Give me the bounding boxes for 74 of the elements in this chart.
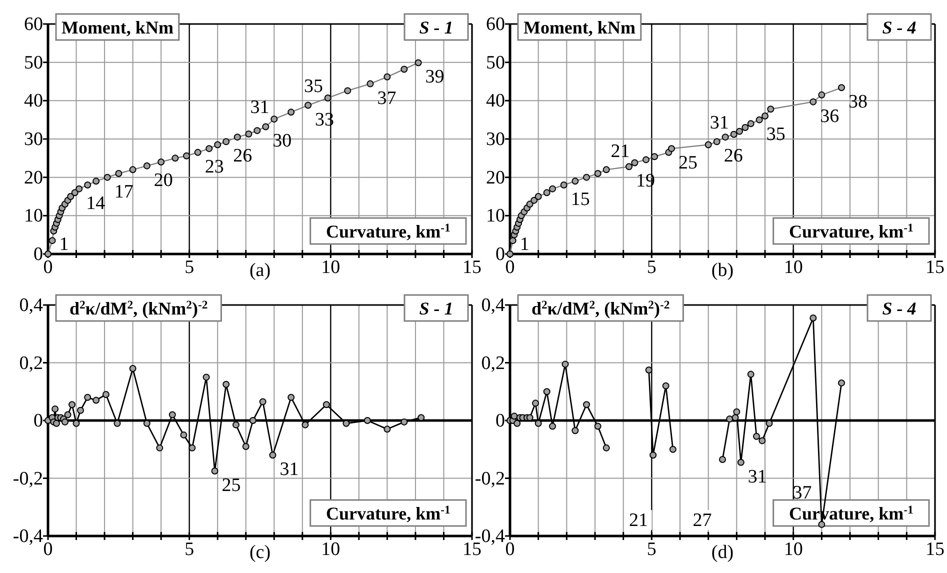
x-tick-label: 5 (184, 257, 194, 278)
x-tick-label: 5 (646, 539, 656, 560)
chart-title: S - 1 (419, 17, 454, 38)
annotation: 15 (570, 189, 590, 210)
y-tick-label: 0,2 (19, 352, 43, 374)
y-tick-label: 30 (486, 129, 505, 150)
annotation: 25 (222, 475, 241, 496)
y-tick-label: 20 (24, 167, 43, 188)
text: (a) (249, 260, 271, 281)
y-tick-label: 10 (486, 206, 505, 227)
annotation: 31 (280, 459, 299, 480)
text: (b) (711, 260, 734, 281)
y-tick-label: 50 (24, 52, 43, 74)
y-axis-title: d$^{2}$κ/dM$^{2}$, (kNm$^{2}$)$^{-2}$ (69, 298, 208, 318)
annotation: 1 (59, 234, 69, 255)
annotation: 31 (710, 112, 729, 134)
annotation: 21 (629, 510, 648, 531)
x-axis-title: Curvature, km$^{-1}$ (326, 220, 451, 242)
annotation: 38 (848, 92, 868, 113)
annotation: 26 (724, 146, 743, 167)
annotation: 25 (678, 152, 698, 174)
chart-title: S - 1 (419, 298, 454, 318)
annotation: 35 (304, 76, 323, 97)
y-tick-label: 40 (486, 90, 505, 112)
y-tick-label: -0,2 (12, 468, 43, 490)
annotation: 31 (748, 466, 767, 488)
annotation: 36 (820, 106, 840, 127)
annotation: 21 (610, 140, 630, 162)
y-tick-label: 60 (24, 14, 43, 35)
annotation: 20 (154, 170, 173, 191)
annotation: 17 (114, 181, 134, 202)
annotation: 1 (520, 234, 530, 255)
y-tick-label: 0,4 (19, 295, 44, 316)
x-axis-title: Curvature, km$^{-1}$ (788, 220, 914, 242)
y-axis-title: Moment, kNm (523, 17, 636, 38)
y-tick-label: 0,4 (481, 295, 506, 316)
y-axis-title: d$^{2}$κ/dM$^{2}$, (kNm$^{2}$)$^{-2}$ (531, 298, 670, 318)
x-axis-title: Curvature, km$^{-1}$ (326, 502, 451, 524)
text: (d) (711, 542, 734, 563)
annotation: 27 (692, 510, 712, 531)
y-tick-label: 60 (486, 14, 505, 35)
x-tick-label: 10 (321, 539, 340, 560)
annotation: 23 (204, 156, 224, 178)
x-tick-label: 10 (784, 539, 803, 560)
y-tick-label: 0,2 (481, 352, 505, 374)
x-tick-label: 10 (784, 257, 803, 278)
x-tick-label: 10 (321, 257, 340, 278)
x-tick-label: 15 (926, 257, 944, 278)
text: (c) (249, 542, 271, 563)
y-tick-label: 20 (486, 167, 505, 188)
x-tick-label: 15 (462, 257, 482, 278)
annotation: 31 (250, 97, 270, 118)
y-tick-label: 0 (34, 244, 43, 265)
y-tick-label: 0 (34, 410, 43, 432)
x-tick-label: 5 (184, 539, 194, 560)
y-tick-label: 40 (24, 90, 43, 112)
x-tick-label: 5 (646, 257, 656, 278)
y-tick-label: 0 (496, 410, 505, 432)
y-tick-label: 10 (24, 206, 43, 227)
chart-title: S - 4 (882, 298, 916, 318)
annotation: 39 (425, 66, 444, 88)
annotation: 37 (377, 88, 396, 109)
y-tick-label: -0,4 (12, 526, 44, 547)
annotation: 35 (766, 124, 786, 145)
y-tick-label: -0,2 (474, 468, 505, 490)
x-tick-label: 15 (926, 539, 944, 560)
chart-title: S - 4 (882, 17, 916, 38)
annotation: 30 (272, 130, 292, 152)
y-axis-title: Moment, kNm (61, 17, 174, 38)
y-tick-label: 30 (24, 129, 43, 150)
y-tick-label: 0 (496, 244, 505, 265)
y-tick-label: 50 (486, 52, 505, 74)
annotation: 14 (86, 192, 106, 214)
annotation: 26 (233, 146, 252, 167)
